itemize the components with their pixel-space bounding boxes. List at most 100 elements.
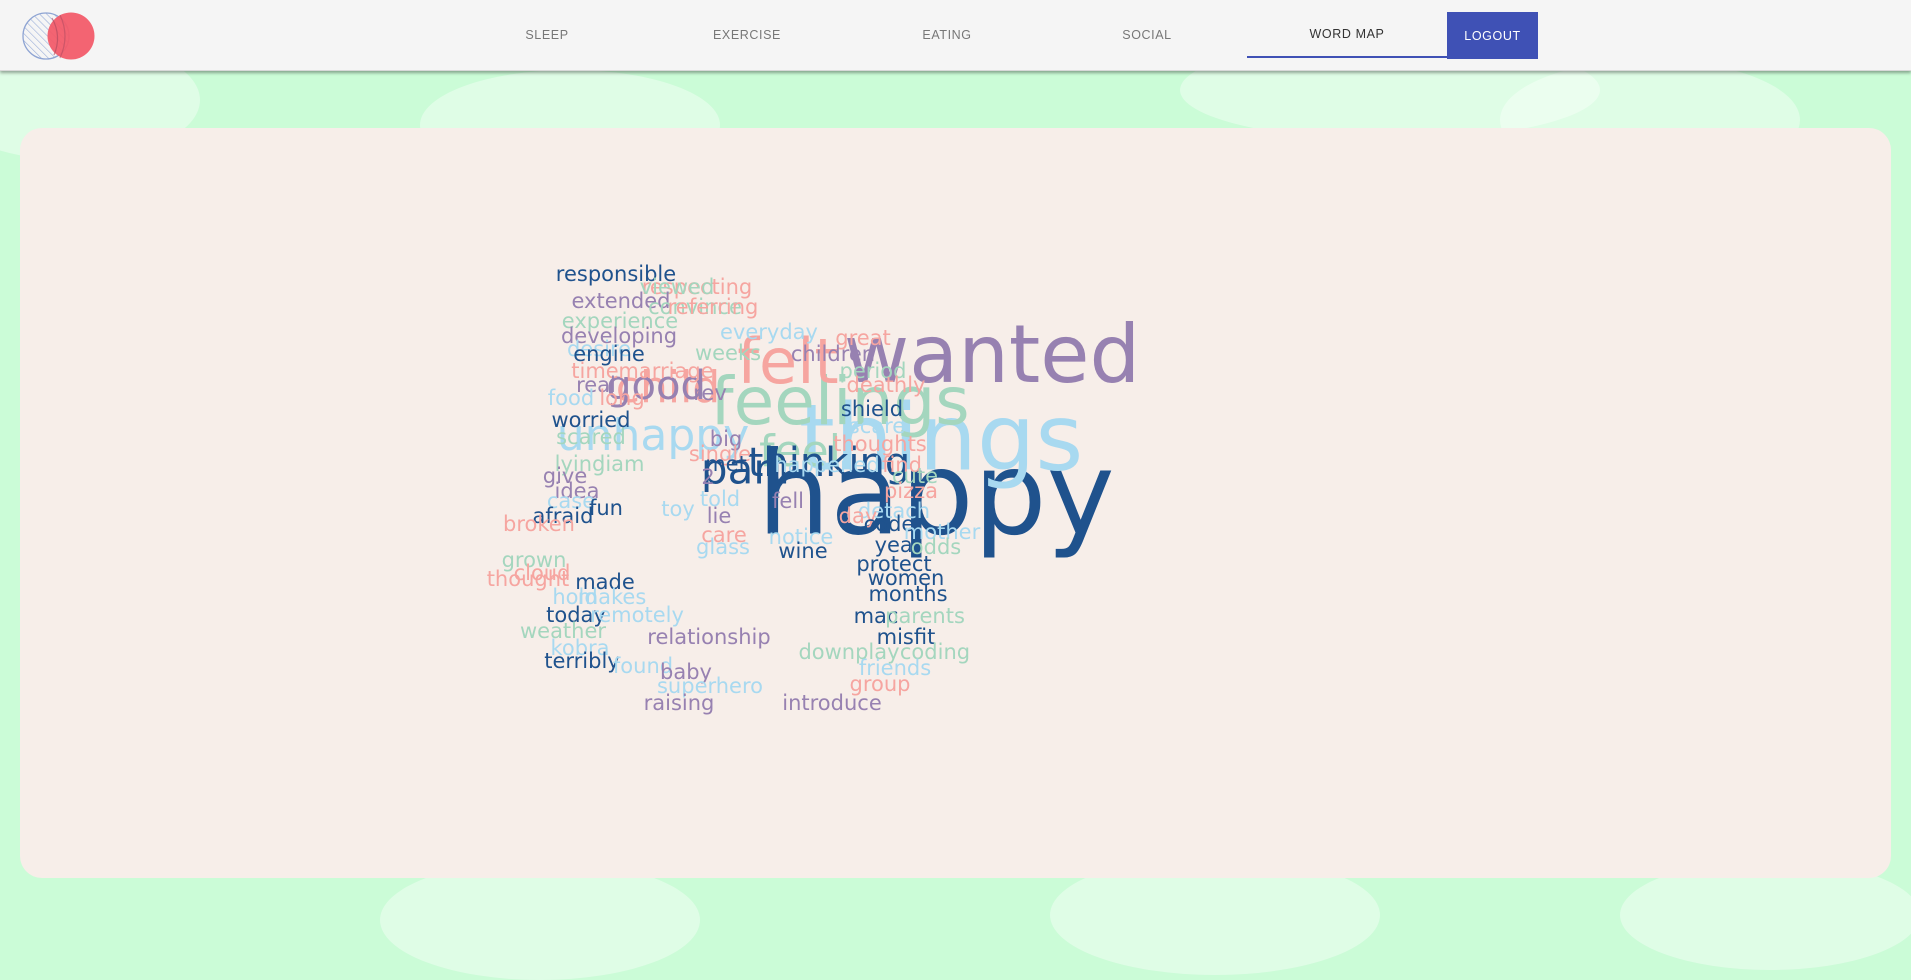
nav-tab-social[interactable]: SOCIAL [1122,28,1172,42]
word-cloud-word: case [547,489,595,513]
word-cloud-word: relationship [647,625,770,649]
word-cloud-word: care [701,523,747,547]
word-cloud-word: long [599,386,644,410]
nav-tab-sleep[interactable]: SLEEP [525,28,569,42]
word-cloud-word: protect [856,552,931,576]
word-cloud-word: referring [668,295,759,319]
nav-tab-word-map[interactable]: WORD MAP [1247,12,1447,58]
word-cloud-word: terribly [544,649,619,673]
word-cloud-word: good [606,363,706,409]
word-cloud-word: period [840,359,907,383]
word-cloud-word: real [576,373,616,397]
word-cloud-word: food [548,386,594,410]
word-cloud-word: shield [841,397,903,421]
word-cloud-word: detach [858,499,930,523]
word-cloud-word: rev [693,381,727,405]
word-cloud-word: downplay [798,640,899,664]
word-cloud-word: today [546,603,606,627]
word-cloud-word: child [616,362,720,413]
word-cloud-word: cloud [514,561,571,585]
nav-tab-eating[interactable]: EATING [922,28,972,42]
word-cloud-word: baby [660,660,712,684]
word-cloud-word: glass [696,535,750,559]
top-navbar: SLEEP EXERCISE EATING SOCIAL WORD MAP LO… [0,0,1911,71]
word-cloud-word: misfit [877,625,936,649]
word-cloud-word: months [868,582,947,606]
word-cloud-word: superhero [657,674,763,698]
word-cloud-word: experience [562,309,678,333]
word-cloud-word: scared [556,425,626,449]
logo-icon[interactable] [22,11,96,61]
word-cloud-word: made [575,570,635,594]
word-cloud-word: part [701,445,787,494]
word-cloud-word: things [799,384,1084,491]
word-cloud-word: extended [571,289,670,313]
word-cloud-word: weather [520,619,606,643]
word-cloud-word: lie [707,504,732,528]
word-cloud-word: everyday [720,320,818,344]
word-cloud-word: scare [849,414,905,438]
word-cloud-word: code [864,512,915,536]
word-cloud-word: big [710,427,743,451]
word-cloud-word: children [791,342,875,366]
word-cloud-word: toy [661,497,695,521]
word-cloud-word: worried [551,408,630,432]
word-cloud-word: give [543,464,588,488]
word-cloud-word: single [689,442,751,466]
word-cloud-word: felt [737,325,839,398]
word-cloud-word: wine [778,539,827,563]
word-cloud-word: year [875,533,922,557]
word-cloud-word: thoughts [833,432,927,456]
word-cloud-word: coding [900,640,970,664]
word-cloud-word: afraid [533,504,594,528]
word-cloud-word: idea [555,479,600,503]
word-cloud-word: fell [772,489,804,513]
word-cloud-word: feel [759,426,841,477]
nav-tab-exercise[interactable]: EXERCISE [712,28,781,42]
word-cloud-word: women [868,566,945,590]
word-cloud-word: desire [567,337,631,361]
word-cloud-word: kobra [550,636,609,660]
word-cloud-word: mac [854,604,899,628]
word-cloud-word: fun [589,496,623,520]
word-cloud-word: responsible [556,262,676,286]
word-cloud-word: liam [600,452,645,476]
word-cloud-word: developing [561,324,677,348]
word-cloud-word: met [705,452,747,476]
word-cloud-word: pizza [884,479,938,503]
word-cloud-word: great [835,326,891,350]
word-cloud-word: mother [904,520,981,544]
word-cloud-word: feelings [710,363,969,440]
word-cloud-word: find [882,453,922,477]
word-cloud-word: remotely [590,603,684,627]
word-cloud-word: happened [774,453,879,477]
word-cloud-word: unhappy [557,410,750,461]
word-cloud-word: viewed [640,275,715,299]
word-cloud-word: wanted [844,308,1141,401]
logout-button[interactable]: LOGOUT [1447,12,1538,59]
word-cloud-word: told [700,487,740,511]
word-cloud-word: grown [502,548,567,572]
word-cloud-word: introduce [782,691,882,715]
word-cloud-word: raising [644,691,715,715]
word-cloud-word: lying [555,452,606,476]
word-cloud-word: thinking [748,440,911,486]
word-map-panel: happy things wanted feelings felt child unhapp… [20,128,1891,878]
background-blob [380,860,700,980]
word-cloud-word: group [850,672,911,696]
word-cloud-word: parents [885,604,965,628]
word-cloud-word: friends [859,656,931,680]
word-cloud-word: engine [573,342,645,366]
word-cloud-word: time [571,359,618,383]
word-cloud-word: notice [769,525,834,549]
word-cloud-word: makes [578,585,647,609]
word-cloud-word: convince [648,295,742,319]
word-cloud-word: found [613,654,673,678]
word-cloud-word: happy [757,428,1114,562]
word-cloud-word: marriage [618,359,713,383]
word-cloud-word: deathly [847,373,926,397]
word-cloud-word: broken [503,512,575,536]
word-cloud-word: 2 [701,465,714,489]
word-cloud-word: thought [487,567,570,591]
